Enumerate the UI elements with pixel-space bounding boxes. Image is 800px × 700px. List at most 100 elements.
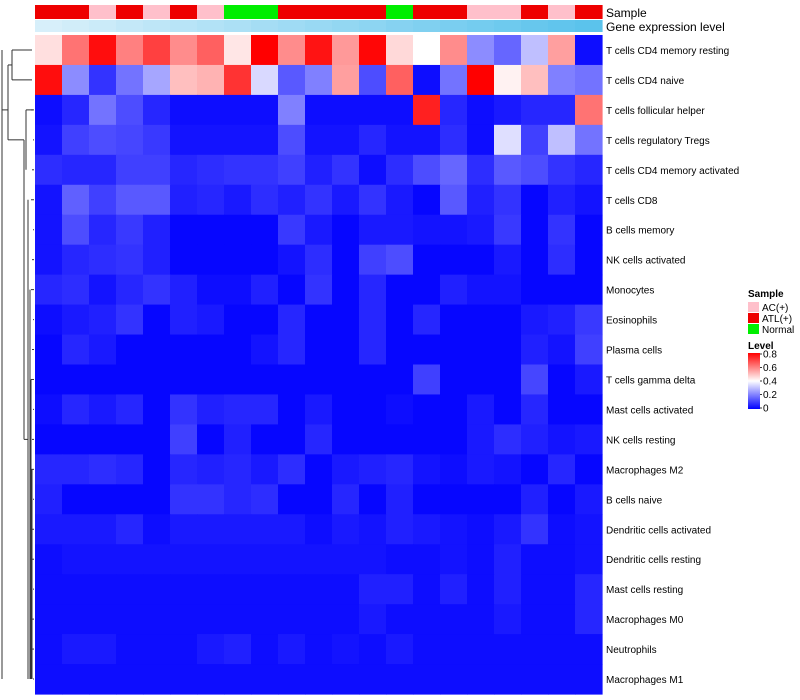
heatmap-cell xyxy=(386,604,414,635)
heatmap-cell xyxy=(62,94,90,126)
row-dendrogram xyxy=(1,49,34,680)
heatmap-cell xyxy=(305,484,333,515)
heatmap-cell xyxy=(548,304,576,336)
heatmap-cell xyxy=(89,304,117,336)
heatmap-cell xyxy=(89,454,117,485)
heatmap-cell xyxy=(467,304,495,336)
expression-level-cell xyxy=(521,20,549,32)
heatmap-cell xyxy=(62,214,90,246)
row-label: Macrophages M1 xyxy=(606,675,684,686)
heatmap-cell xyxy=(89,334,117,366)
heatmap-cell xyxy=(224,94,252,126)
heatmap-cell xyxy=(278,64,306,96)
heatmap-cell xyxy=(89,514,117,545)
heatmap-cell xyxy=(413,124,441,156)
heatmap-cell xyxy=(332,634,360,665)
heatmap-cell xyxy=(116,244,144,276)
heatmap-cell xyxy=(251,634,279,665)
heatmap-cell xyxy=(494,394,522,425)
heatmap-cell xyxy=(62,424,90,455)
heatmap-cell xyxy=(251,334,279,366)
heatmap-cell xyxy=(386,424,414,455)
heatmap-cell xyxy=(35,274,63,306)
heatmap-cell xyxy=(575,154,603,186)
heatmap-cell xyxy=(197,394,225,425)
heatmap-cell xyxy=(251,424,279,455)
heatmap-cell xyxy=(467,574,495,605)
heatmap-cell xyxy=(467,634,495,665)
sample-annotation-cell xyxy=(251,5,279,19)
heatmap-cell xyxy=(170,64,198,96)
heatmap-cell xyxy=(35,664,63,695)
heatmap-cell xyxy=(413,574,441,605)
heatmap-cell xyxy=(278,154,306,186)
heatmap-cell xyxy=(413,94,441,126)
heatmap-cell xyxy=(170,544,198,575)
heatmap-cell xyxy=(62,64,90,96)
heatmap-cell xyxy=(575,634,603,665)
heatmap-cell xyxy=(332,184,360,216)
sample-legend-label: AC(+) xyxy=(762,303,788,314)
heatmap-cell xyxy=(170,664,198,695)
heatmap-cell xyxy=(305,604,333,635)
heatmap-cell xyxy=(548,124,576,156)
heatmap-cell xyxy=(467,274,495,306)
heatmap-cell xyxy=(116,154,144,186)
heatmap-cell xyxy=(467,424,495,455)
heatmap-cell xyxy=(116,424,144,455)
heatmap-cell xyxy=(143,244,171,276)
heatmap-cell xyxy=(440,424,468,455)
heatmap-cell xyxy=(494,514,522,545)
heatmap-cell xyxy=(413,244,441,276)
heatmap-cell xyxy=(332,514,360,545)
heatmap-cell xyxy=(278,94,306,126)
heatmap-cell xyxy=(35,35,63,66)
heatmap-cell xyxy=(521,184,549,216)
heatmap-cell xyxy=(305,454,333,485)
heatmap-cell xyxy=(332,304,360,336)
heatmap-cell xyxy=(440,514,468,545)
heatmap-cell xyxy=(251,394,279,425)
heatmap-cell xyxy=(467,514,495,545)
heatmap-cell xyxy=(197,634,225,665)
row-label: T cells CD4 naive xyxy=(606,76,685,87)
heatmap-cell xyxy=(386,664,414,695)
heatmap-cell xyxy=(224,244,252,276)
heatmap-cell xyxy=(35,64,63,96)
heatmap-cell xyxy=(332,244,360,276)
sample-annotation-cell xyxy=(89,5,117,19)
heatmap-cell xyxy=(521,454,549,485)
row-label: B cells naive xyxy=(606,495,663,506)
heatmap-cell xyxy=(386,124,414,156)
heatmap-cell xyxy=(413,154,441,186)
expression-level-cell xyxy=(116,20,144,32)
heatmap-cell xyxy=(278,514,306,545)
heatmap-cell xyxy=(62,394,90,425)
heatmap-cell xyxy=(197,334,225,366)
sample-annotation-cell xyxy=(35,5,63,19)
heatmap-cell xyxy=(413,394,441,425)
heatmap-cell xyxy=(413,514,441,545)
heatmap-cell xyxy=(278,244,306,276)
heatmap-cell xyxy=(413,184,441,216)
heatmap-cell xyxy=(386,394,414,425)
heatmap-cell xyxy=(224,364,252,396)
heatmap-cell xyxy=(359,574,387,605)
heatmap-cell xyxy=(386,244,414,276)
sample-legend-swatch xyxy=(748,313,759,323)
heatmap-cell xyxy=(440,574,468,605)
heatmap-cell xyxy=(116,604,144,635)
heatmap-cell xyxy=(413,664,441,695)
heatmap-cell xyxy=(224,334,252,366)
sample-annotation-cell xyxy=(467,5,495,19)
heatmap-cell xyxy=(224,664,252,695)
heatmap-cell xyxy=(224,304,252,336)
heatmap-cell xyxy=(467,604,495,635)
expression-level-cell xyxy=(359,20,387,32)
heatmap-cell xyxy=(521,274,549,306)
row-label: Neutrophils xyxy=(606,645,657,656)
heatmap-cell xyxy=(89,604,117,635)
heatmap-cell xyxy=(116,364,144,396)
heatmap-cell xyxy=(386,454,414,485)
sample-annotation-cell xyxy=(62,5,90,19)
